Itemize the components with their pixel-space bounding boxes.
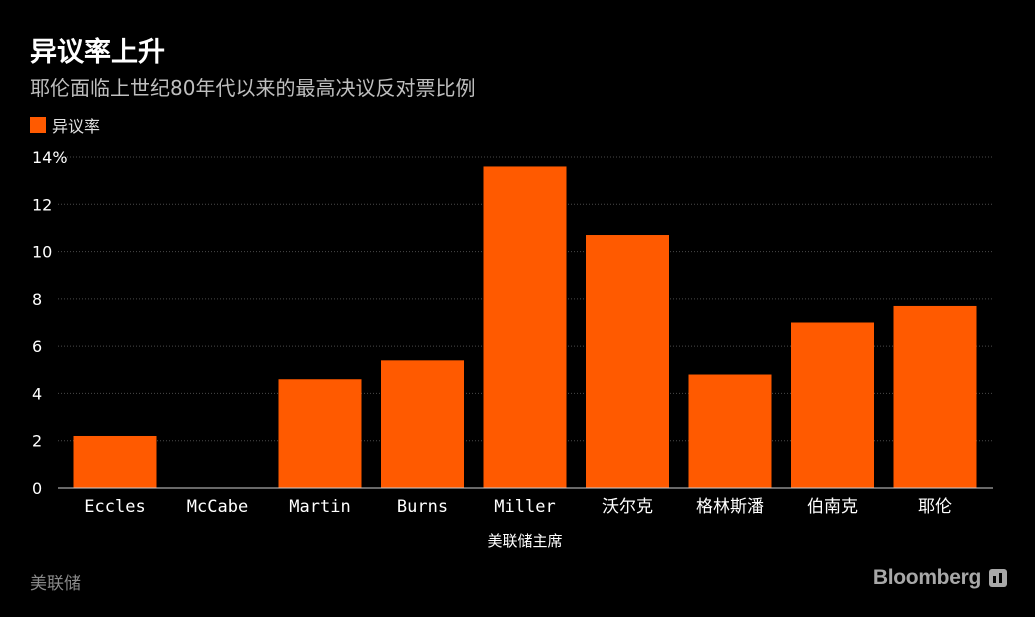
bar-5 [586, 235, 669, 488]
bar-2 [278, 379, 362, 488]
x-tick-label: Martin [289, 497, 350, 517]
y-tick-label: 2 [32, 432, 42, 451]
x-axis-label: 美联储主席 [487, 532, 562, 550]
chart-subtitle: 耶伦面临上世纪80年代以来的最高决议反对票比例 [30, 76, 476, 100]
y-tick-label: 6 [32, 337, 42, 356]
legend-label: 异议率 [52, 117, 101, 136]
y-tick-label: 10 [32, 243, 52, 262]
y-tick-label: 12 [32, 195, 52, 214]
bar-3 [381, 360, 464, 488]
legend: 异议率 [30, 113, 100, 137]
x-tick-label: 耶伦 [918, 497, 952, 517]
x-tick-label: 格林斯潘 [696, 497, 764, 517]
brand-logo: Bloomberg [873, 566, 1007, 590]
x-tick-label: McCabe [187, 497, 248, 517]
bars [73, 166, 977, 488]
bar-6 [688, 374, 772, 488]
y-tick-label: 8 [32, 290, 42, 309]
y-tick-label: 0 [32, 479, 42, 498]
bar-4 [483, 166, 567, 488]
y-tick-label: 4 [32, 384, 42, 403]
brand-name: Bloomberg [872, 566, 981, 589]
bar-0 [73, 435, 157, 488]
x-tick-label: Burns [397, 497, 448, 517]
source-label: 美联储 [30, 574, 81, 594]
y-tick-label: 14% [32, 148, 68, 167]
x-tick-label: 沃尔克 [602, 497, 653, 517]
bloomberg-chart-icon [989, 569, 1007, 587]
bar-8 [893, 305, 977, 488]
bar-7 [791, 322, 874, 488]
x-tick-label: Miller [494, 497, 555, 517]
x-tick-label: Eccles [84, 497, 145, 517]
x-tick-label: 伯南克 [807, 497, 858, 517]
chart-title: 异议率上升 [30, 37, 165, 68]
x-axis-ticks: Eccles McCabe Martin Burns Miller 沃尔克 格林斯潘 伯南克 耶… [84, 497, 952, 517]
y-axis-ticks: 0 2 4 6 8 10 12 14% [32, 148, 68, 498]
legend-swatch [30, 117, 46, 133]
